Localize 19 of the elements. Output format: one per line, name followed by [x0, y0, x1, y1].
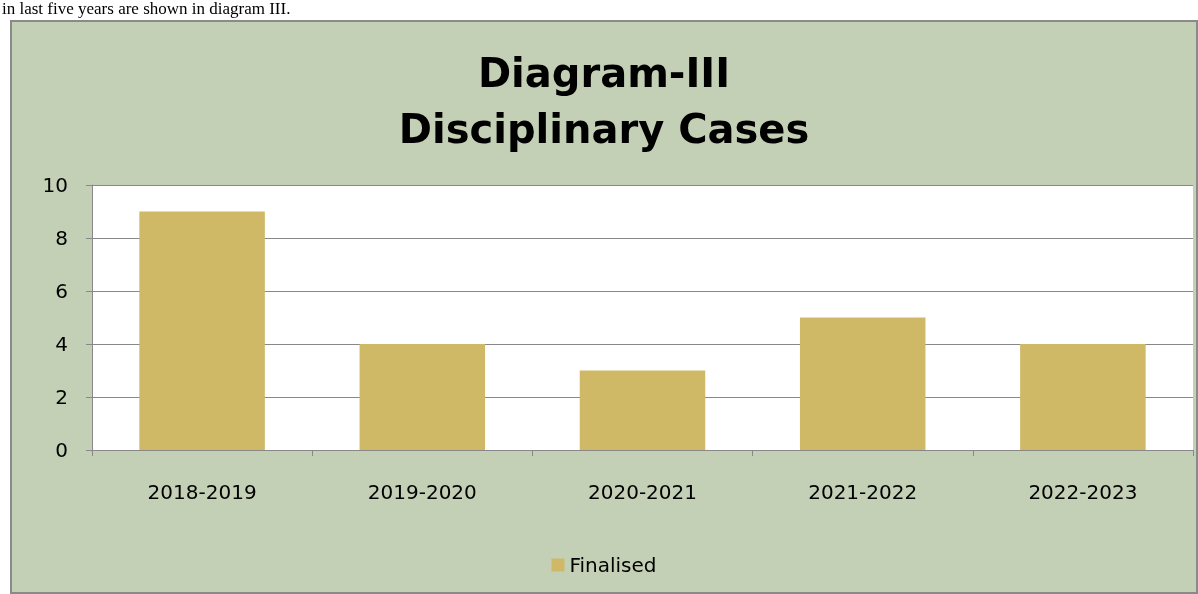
y-tick-label: 2	[55, 385, 68, 409]
bar	[579, 370, 706, 450]
bar	[359, 344, 486, 450]
x-tick-label: 2020-2021	[587, 480, 698, 504]
y-tick-label: 6	[55, 279, 68, 303]
legend-label: Finalised	[569, 553, 657, 577]
chart-title: Diagram-III Disciplinary Cases	[398, 50, 810, 152]
x-tick-label: 2019-2020	[367, 480, 477, 504]
y-tick-label: 0	[55, 438, 68, 462]
y-tick-label: 8	[55, 226, 68, 250]
bar	[139, 211, 265, 450]
x-tick-label: 2018-2019	[147, 480, 257, 504]
y-tick-label: 4	[55, 332, 68, 356]
text: in last five years are shown in diagram III.	[2, 0, 291, 18]
x-tick-label: 2021-2022	[808, 480, 918, 504]
bar	[1020, 344, 1146, 450]
x-tick-label: 2022-2023	[1028, 480, 1138, 504]
y-tick-label: 10	[42, 173, 68, 197]
bar	[799, 317, 926, 450]
